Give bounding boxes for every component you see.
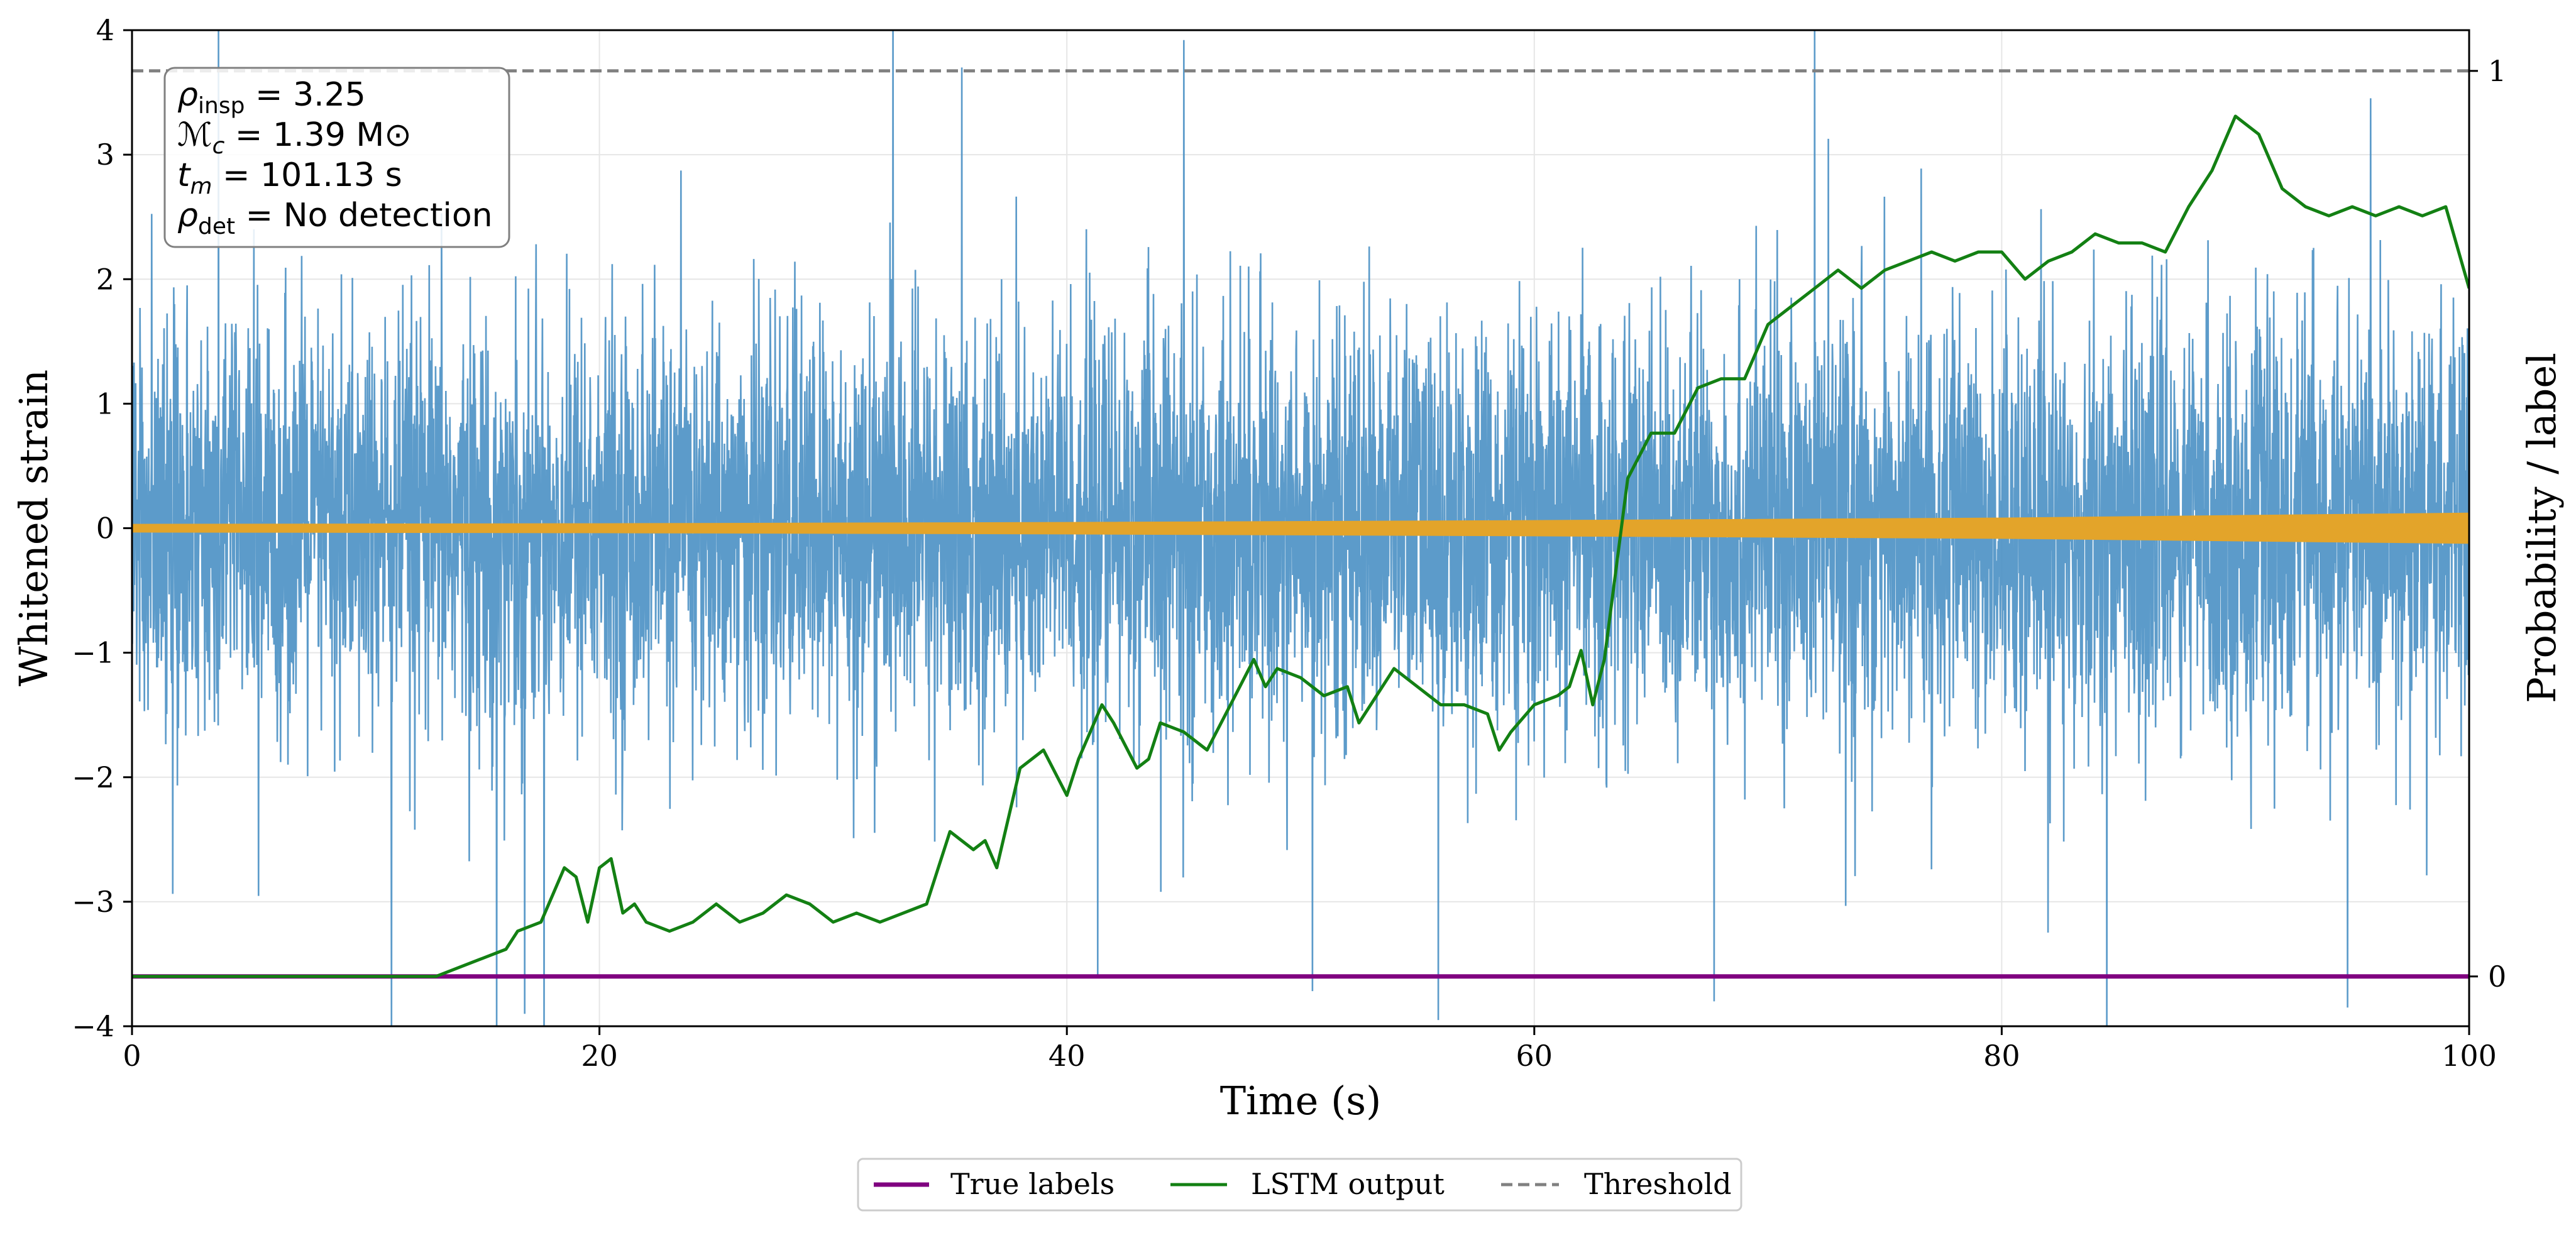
legend: True labels LSTM output Threshold [857,1158,1742,1212]
y-left-tick-label-5: −1 [72,636,114,670]
legend-label-true-labels: True labels [950,1167,1115,1201]
series-lstm-output-line [132,114,2469,978]
annotation-rho-insp: ρinsp = 3.25 [177,76,366,119]
y-axis-right-title: Probability / label [2519,353,2565,703]
y-right-tick-label-0: 1 [2488,54,2506,88]
y-right-tick-label-1: 0 [2488,960,2506,994]
annotation-frame [163,67,510,248]
legend-label-threshold: Threshold [1584,1167,1732,1201]
x-tick-label-4: 80 [1983,1039,2020,1073]
legend-label-lstm-output: LSTM output [1251,1167,1445,1201]
y-left-tick-label-7: −3 [72,885,114,919]
series-whitened-strain-line [132,30,2469,1026]
y-left-tick-label-6: −2 [72,760,114,794]
y-left-tick-label-4: 0 [96,512,114,545]
x-tick-label-2: 40 [1049,1039,1086,1073]
y-left-tick-label-2: 2 [96,262,114,296]
x-tick-label-1: 20 [581,1039,618,1073]
y-left-tick-label-8: −4 [72,1009,114,1043]
axis-ticks: 0 20 40 60 80 100 4 3 2 1 0 −1 −2 −3 −4 1 0 [72,13,2506,1073]
annotation-rho-det: ρdet = No detection [177,197,493,239]
legend-frame [857,1158,1742,1212]
y-axis-left-title: Whitened strain [11,370,57,686]
annotation-merger-time: tm = 101.13 s [177,156,402,199]
x-tick-label-5: 100 [2441,1039,2497,1073]
y-left-tick-label-3: 1 [96,386,114,420]
annotation-chirp-mass: ℳc = 1.39 M⊙ [177,116,412,159]
annotation-box: ρinsp = 3.25 ℳc = 1.39 M⊙ tm = 101.13 s … [163,67,510,248]
x-tick-label-3: 60 [1516,1039,1553,1073]
x-tick-label-0: 0 [123,1039,141,1073]
plot-area [132,30,2469,1026]
y-left-tick-label-1: 3 [96,138,114,172]
x-axis-title: Time (s) [1220,1078,1382,1124]
series-signal-band [132,512,2469,544]
y-left-tick-label-0: 4 [96,13,114,47]
